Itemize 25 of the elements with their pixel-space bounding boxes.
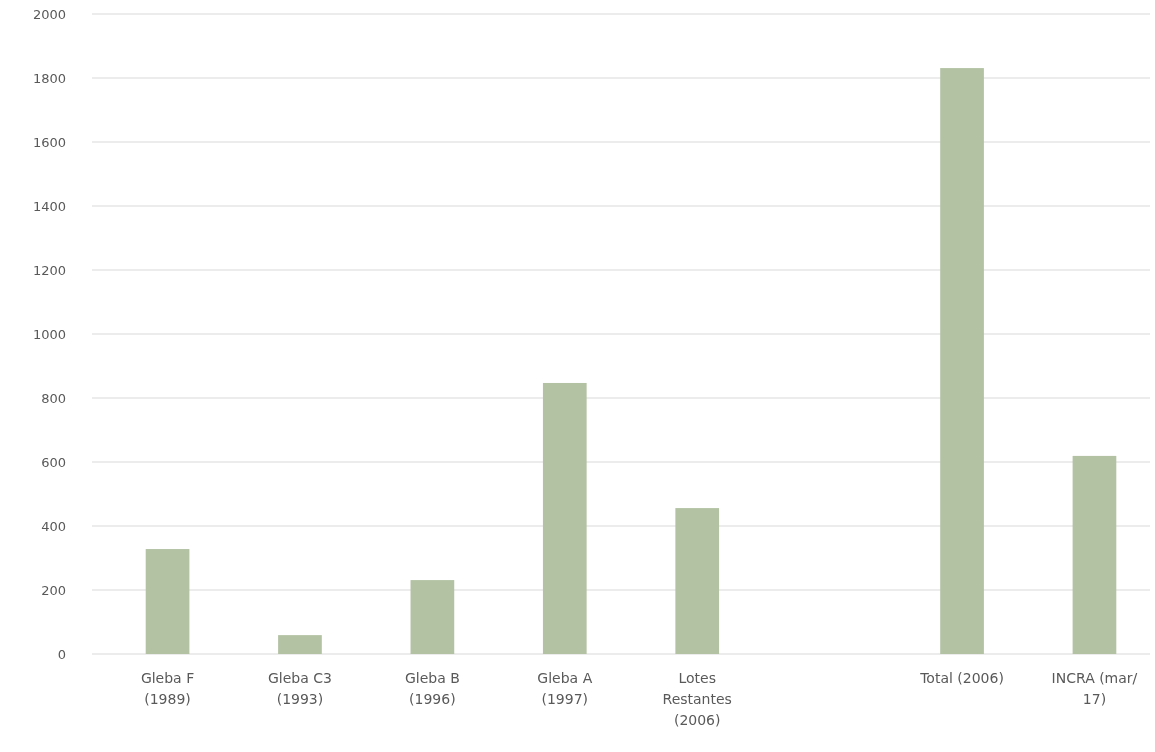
bar (278, 635, 322, 654)
x-tick-label: Total (2006) (919, 670, 1004, 686)
y-tick-label: 1800 (32, 70, 66, 86)
bar (410, 580, 455, 654)
x-tick-label: Gleba B (1996) (404, 670, 460, 707)
bar (1072, 455, 1117, 654)
y-tick-label: 800 (41, 390, 66, 406)
y-tick-label: 400 (41, 518, 66, 534)
bar (145, 549, 190, 654)
y-tick-label: 1600 (32, 134, 66, 150)
x-tick-label: INCRA (mar/17) (1051, 670, 1138, 707)
x-tick-label: Gleba C3 (1993) (267, 670, 332, 707)
x-tick-label: Gleba F (1989) (140, 670, 195, 707)
y-tick-label: 0 (57, 646, 66, 662)
y-tick-label: 600 (41, 454, 66, 470)
bar (940, 68, 984, 654)
x-tick-label: Lotes Restantes (2006) (662, 670, 732, 728)
y-tick-label: 1400 (32, 198, 66, 214)
y-tick-label: 2000 (32, 6, 66, 22)
bar (542, 382, 587, 654)
bar (675, 508, 720, 654)
y-tick-label: 200 (41, 582, 66, 598)
y-tick-label: 1200 (32, 262, 66, 278)
y-tick-label: 1000 (32, 326, 66, 342)
x-tick-label: Gleba A (1997) (537, 670, 593, 707)
